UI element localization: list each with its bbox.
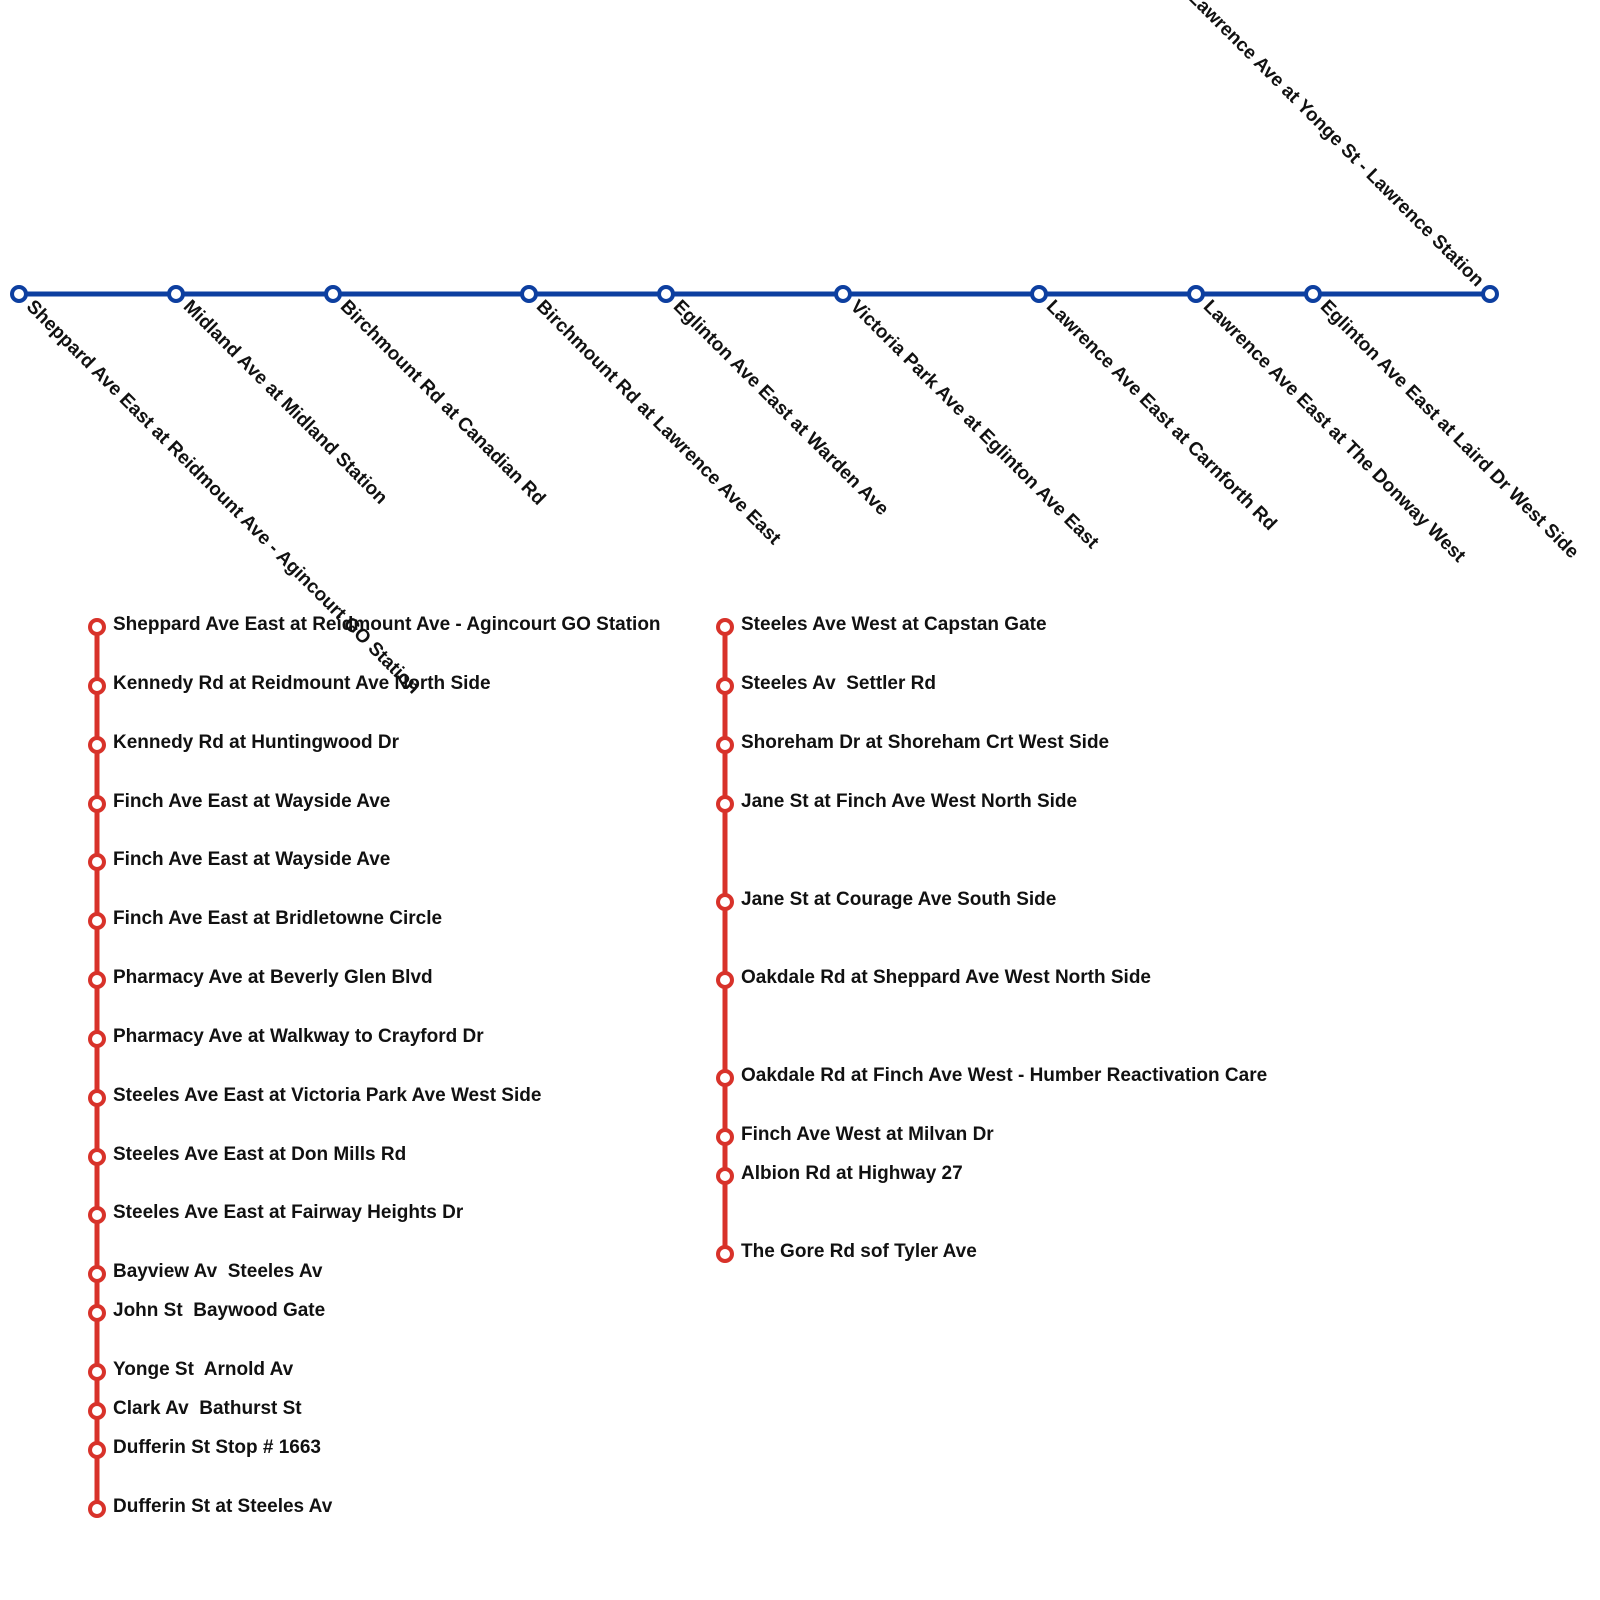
station-marker — [716, 1069, 734, 1087]
station-label: Finch Ave East at Bridletowne Circle — [113, 908, 442, 929]
station-label: Birchmount Rd at Lawrence Ave East — [532, 296, 785, 549]
station-marker — [88, 736, 106, 754]
station-marker — [88, 1265, 106, 1283]
station-label: Lawrence Ave East at The Donway West — [1199, 296, 1470, 567]
station-label: Pharmacy Ave at Beverly Glen Blvd — [113, 967, 433, 988]
station-marker — [88, 795, 106, 813]
station-label: Sheppard Ave East at Reidmount Ave - Agi… — [113, 614, 661, 635]
station-label: Sheppard Ave East at Reidmount Ave - Agi… — [22, 296, 424, 698]
station-label: Victoria Park Ave at Eglinton Ave East — [846, 296, 1103, 553]
station-label: Steeles Ave West at Capstan Gate — [741, 614, 1047, 635]
station-marker — [88, 677, 106, 695]
station-marker — [88, 971, 106, 989]
station-label: Steeles Av Settler Rd — [741, 673, 936, 694]
station-marker — [716, 618, 734, 636]
station-marker — [716, 971, 734, 989]
station-marker — [716, 1245, 734, 1263]
station-label: Yonge St Arnold Av — [113, 1359, 294, 1380]
station-marker — [88, 912, 106, 930]
station-marker — [88, 1206, 106, 1224]
station-marker — [716, 736, 734, 754]
station-label: Jane St at Courage Ave South Side — [741, 889, 1056, 910]
station-marker — [88, 853, 106, 871]
station-label: Clark Av Bathurst St — [113, 1398, 302, 1419]
station-marker — [167, 285, 185, 303]
station-marker — [1187, 285, 1205, 303]
station-label: Dufferin St Stop # 1663 — [113, 1437, 321, 1458]
station-marker — [88, 1148, 106, 1166]
station-label: Bayview Av Steeles Av — [113, 1261, 323, 1282]
station-marker — [88, 1363, 106, 1381]
station-marker — [1030, 285, 1048, 303]
station-marker — [520, 285, 538, 303]
station-marker — [1481, 285, 1499, 303]
station-label: Albion Rd at Highway 27 — [741, 1163, 963, 1184]
station-marker — [657, 285, 675, 303]
station-label: Eglinton Ave East at Warden Ave — [669, 296, 893, 520]
station-marker — [716, 893, 734, 911]
station-label: Oakdale Rd at Sheppard Ave West North Si… — [741, 967, 1151, 988]
station-label: Finch Ave East at Wayside Ave — [113, 791, 390, 812]
station-label: The Gore Rd sof Tyler Ave — [741, 1241, 977, 1262]
station-label: Lawrence Ave at Yonge St - Lawrence Stat… — [1184, 0, 1488, 291]
station-marker — [716, 1167, 734, 1185]
station-marker — [88, 1304, 106, 1322]
station-label: Steeles Ave East at Fairway Heights Dr — [113, 1202, 464, 1223]
station-label: Dufferin St at Steeles Av — [113, 1496, 333, 1517]
station-label: Finch Ave West at Milvan Dr — [741, 1124, 994, 1145]
station-marker — [324, 285, 342, 303]
station-label: Eglinton Ave East at Laird Dr West Side — [1316, 296, 1583, 563]
station-marker — [88, 1441, 106, 1459]
station-label: Steeles Ave East at Don Mills Rd — [113, 1144, 406, 1165]
station-label: Finch Ave East at Wayside Ave — [113, 849, 390, 870]
station-label: Kennedy Rd at Reidmount Ave North Side — [113, 673, 491, 694]
station-marker — [88, 618, 106, 636]
station-marker — [88, 1402, 106, 1420]
station-label: Oakdale Rd at Finch Ave West - Humber Re… — [741, 1065, 1267, 1086]
station-label: Pharmacy Ave at Walkway to Crayford Dr — [113, 1026, 484, 1047]
station-label: Steeles Ave East at Victoria Park Ave We… — [113, 1085, 541, 1106]
station-marker — [716, 795, 734, 813]
station-marker — [88, 1030, 106, 1048]
station-marker — [88, 1500, 106, 1518]
station-marker — [716, 1128, 734, 1146]
station-marker — [10, 285, 28, 303]
station-label: Jane St at Finch Ave West North Side — [741, 791, 1077, 812]
station-label: Kennedy Rd at Huntingwood Dr — [113, 732, 400, 753]
station-label: Shoreham Dr at Shoreham Crt West Side — [741, 732, 1109, 753]
station-marker — [716, 677, 734, 695]
station-marker — [88, 1089, 106, 1107]
station-marker — [834, 285, 852, 303]
station-marker — [1304, 285, 1322, 303]
station-label: John St Baywood Gate — [113, 1300, 325, 1321]
